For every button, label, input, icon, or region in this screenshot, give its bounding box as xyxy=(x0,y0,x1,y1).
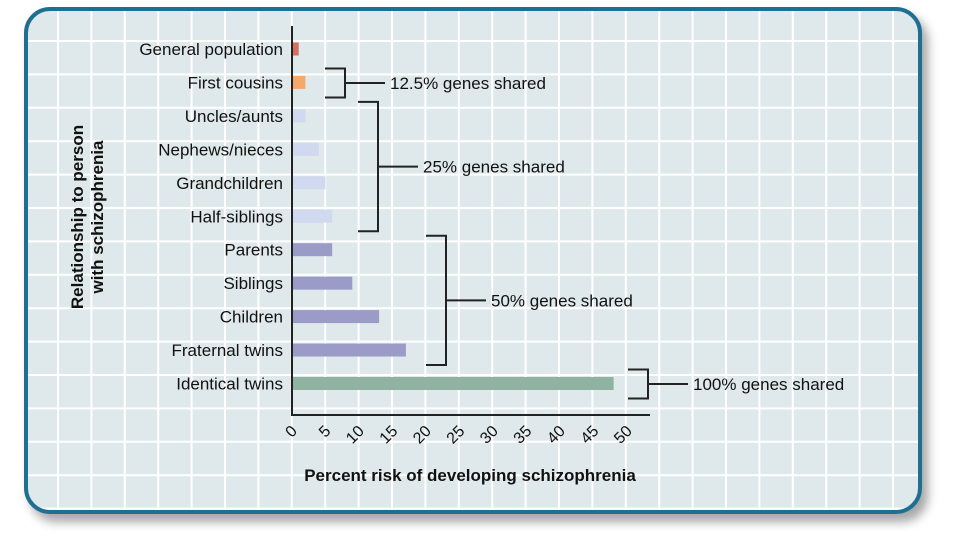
bar-identical-twins xyxy=(292,377,614,390)
category-label: Fraternal twins xyxy=(172,341,283,360)
bar-siblings xyxy=(292,276,353,290)
group-label: 25% genes shared xyxy=(423,158,565,177)
bar-fraternal-twins xyxy=(292,343,406,357)
bar-half-siblings xyxy=(292,209,333,223)
bar-children xyxy=(292,310,380,324)
category-label: Nephews/nieces xyxy=(158,140,283,159)
group-bracket xyxy=(426,234,486,367)
bar-first-cousins xyxy=(292,75,306,89)
y-axis-title: Relationship to person xyxy=(68,125,87,309)
x-tick-label: 40 xyxy=(544,423,569,448)
category-label: General population xyxy=(139,40,283,59)
x-tick-label: 30 xyxy=(477,423,502,448)
category-label: Parents xyxy=(224,241,283,260)
category-label: Uncles/aunts xyxy=(185,107,283,126)
group-label: 50% genes shared xyxy=(491,291,633,310)
bar-general-population xyxy=(292,42,299,56)
bar-uncles-aunts xyxy=(292,109,306,123)
category-label: Half-siblings xyxy=(190,207,283,226)
chart-card xyxy=(24,7,922,514)
group-bracket xyxy=(628,368,688,400)
category-label: First cousins xyxy=(188,73,283,92)
category-label: Siblings xyxy=(223,274,283,293)
group-label: 100% genes shared xyxy=(693,375,844,394)
bar-grandchildren xyxy=(292,176,326,190)
bar-nephews-nieces xyxy=(292,142,319,156)
group-bracket xyxy=(358,100,418,233)
x-tick-label: 35 xyxy=(511,423,536,448)
x-tick-label: 20 xyxy=(410,423,435,448)
y-axis-title: with schizophrenia xyxy=(88,140,107,295)
bar-parents xyxy=(292,243,333,257)
x-tick-label: 15 xyxy=(377,423,402,448)
x-tick-label: 10 xyxy=(343,423,368,448)
group-label: 12.5% genes shared xyxy=(390,74,546,93)
x-tick-label: 25 xyxy=(444,423,469,448)
x-tick-label: 50 xyxy=(611,423,636,448)
category-label: Identical twins xyxy=(176,375,283,394)
x-axis-title: Percent risk of developing schizophrenia xyxy=(304,466,636,485)
x-tick-label: 45 xyxy=(578,423,603,448)
category-label: Grandchildren xyxy=(176,174,283,193)
category-label: Children xyxy=(220,308,283,327)
group-bracket xyxy=(325,67,385,99)
